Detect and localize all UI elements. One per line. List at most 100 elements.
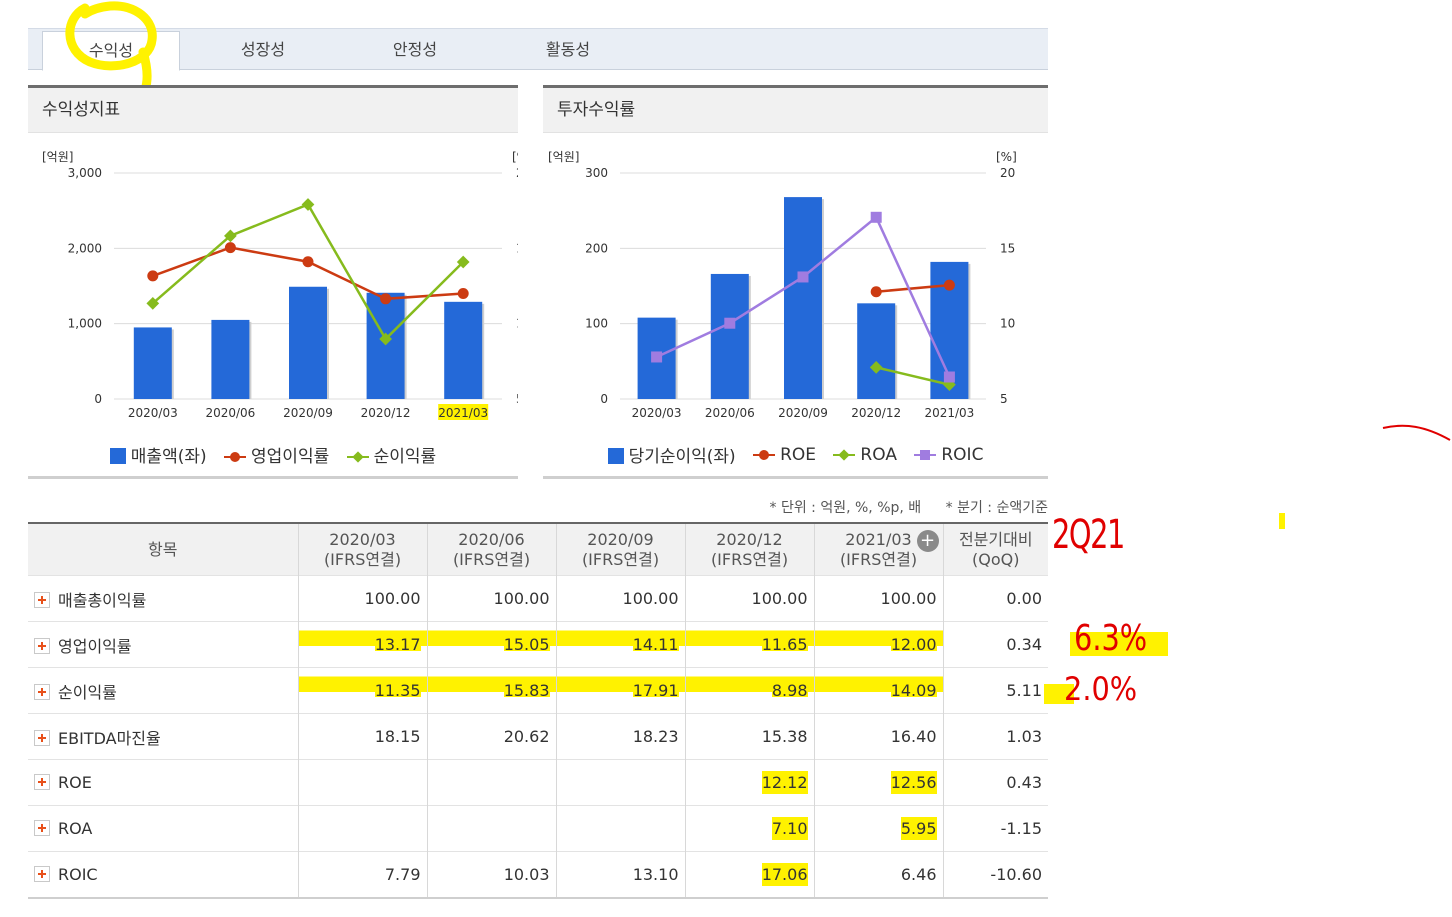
legend-item-op-margin[interactable]: 영업이익률: [224, 442, 329, 467]
axis-unit-right: [%]: [996, 150, 1017, 164]
row-label[interactable]: ROE: [28, 759, 298, 806]
data-point: [379, 332, 392, 346]
x-tick-label: 2020/09: [283, 406, 333, 420]
header-qoq: 전분기대비 (QoQ): [942, 523, 1048, 576]
highlight-mark: [1279, 513, 1285, 529]
bar: [784, 197, 822, 399]
data-point: [651, 351, 663, 363]
table-row: 매출총이익률 100.00 100.00 100.00 100.00 100.00 0.00: [28, 575, 1048, 622]
table-cell: 6.46: [813, 851, 943, 899]
y-tick-left: 1,000: [68, 317, 102, 331]
legend-item-roa[interactable]: ROA: [833, 445, 897, 465]
y-tick-left: 300: [585, 166, 608, 180]
add-circle-icon[interactable]: +: [916, 530, 939, 552]
bar: [289, 286, 327, 399]
highlight-mark: [438, 404, 489, 420]
table-cell: 10.03: [426, 851, 556, 899]
row-label[interactable]: 영업이익률: [28, 621, 298, 668]
qoq-cell: -1.15: [942, 805, 1048, 852]
tab-stability[interactable]: 안정성: [392, 40, 438, 59]
row-name: 매출총이익률: [58, 590, 147, 610]
table-cell: 14.11: [555, 621, 685, 668]
table-cell: 100.00: [813, 575, 943, 622]
legend-item-roic[interactable]: ROIC: [914, 445, 983, 465]
legend-item-net-income[interactable]: 당기순이익(좌): [607, 442, 736, 467]
table-row: EBITDA마진율 18.15 20.62 18.23 15.38 16.40 1.03: [28, 713, 1048, 760]
panel-title: 투자수익률: [543, 88, 1048, 133]
row-label[interactable]: ROIC: [28, 851, 298, 899]
table-cell: 100.00: [555, 575, 685, 622]
table-cell: 11.65: [684, 621, 814, 668]
y-tick-left: 0: [600, 392, 608, 406]
data-point: [870, 211, 882, 223]
row-label[interactable]: ROA: [28, 805, 298, 852]
chart-legend: 매출액(좌) 영업이익률 순이익률: [28, 442, 518, 467]
table-cell: 14.09: [813, 667, 943, 714]
table-cell: 7.79: [297, 851, 427, 899]
tab-activity[interactable]: 활동성: [545, 40, 591, 59]
row-label[interactable]: 순이익률: [28, 667, 298, 714]
x-tick-label: 2020/03: [128, 406, 178, 420]
tab-growth[interactable]: 성장성: [240, 40, 286, 59]
x-tick-label: 2021/03: [924, 406, 974, 420]
row-name: ROE: [58, 773, 92, 792]
plus-icon[interactable]: [34, 729, 50, 746]
y-tick-right: 20: [1000, 166, 1015, 180]
panel-title: 수익성지표: [28, 88, 518, 133]
plus-icon[interactable]: [34, 866, 50, 882]
legend-item-net-margin[interactable]: 순이익률: [346, 442, 436, 467]
y-tick-right: 10: [1000, 317, 1015, 331]
row-name: ROIC: [58, 865, 98, 884]
table-cell: [426, 805, 556, 852]
data-point: [146, 296, 160, 310]
plus-icon[interactable]: [34, 591, 50, 608]
plus-icon[interactable]: [34, 774, 50, 790]
y-tick-left: 200: [585, 241, 608, 255]
data-point: [380, 293, 392, 305]
basis-note: * 분기 : 순액기준: [945, 500, 1048, 516]
table-cell: [555, 805, 685, 852]
table-cell: [555, 759, 685, 806]
y-tick-right: 10: [516, 317, 518, 331]
plus-icon[interactable]: [34, 637, 50, 654]
data-point: [797, 271, 809, 283]
return-chart-panel: 투자수익률 [억원] [%] 0 5 100 10 200 15 300 20 2020/03 202…: [543, 85, 1048, 479]
data-point: [224, 229, 237, 243]
qoq-cell: 0.00: [942, 575, 1048, 622]
qoq-cell: 1.03: [942, 713, 1048, 760]
table-cell: 12.56: [813, 759, 943, 806]
header-item: 항목: [28, 523, 298, 576]
return-chart: [억원] [%] 0 5 100 10 200 15 300 20 2020/03 2020/06 20…: [548, 150, 1017, 420]
table-cell: 13.10: [555, 851, 685, 899]
header-period: 2020/09 (IFRS연결): [555, 523, 685, 576]
plus-icon[interactable]: [34, 820, 50, 836]
row-label[interactable]: 매출총이익률: [28, 575, 298, 622]
qoq-cell: 0.34: [942, 621, 1048, 668]
row-name: 영업이익률: [58, 636, 132, 656]
table-row: ROA 7.10 5.95 -1.15: [28, 805, 1048, 852]
table-cell: [426, 759, 556, 806]
legend-item-revenue[interactable]: 매출액(좌): [109, 442, 207, 467]
table-header-row: 항목 2020/03 (IFRS연결) 2020/06 (IFRS연결) 2020/…: [28, 523, 1048, 576]
legend-item-roe[interactable]: ROE: [753, 445, 816, 465]
plus-icon[interactable]: [34, 683, 50, 700]
table-cell: 18.15: [297, 713, 427, 760]
table-cell: 17.91: [555, 667, 685, 714]
table-row: 순이익률 11.35 15.83 17.91 8.98 14.09 5.11: [28, 667, 1048, 714]
bar: [710, 273, 749, 399]
profitability-table: 항목 2020/03 (IFRS연결) 2020/06 (IFRS연결) 2020/…: [28, 522, 1048, 899]
highlight-circle-annotation: [65, 1, 157, 95]
row-label[interactable]: EBITDA마진율: [28, 713, 298, 760]
series-line: [875, 366, 950, 386]
table-cell: 16.40: [813, 713, 943, 760]
axis-unit-left: [억원]: [42, 150, 73, 164]
y-tick-left: 100: [585, 317, 608, 331]
data-point: [870, 286, 882, 298]
table-cell: [297, 759, 427, 806]
tab-bar: 수익성 성장성 안정성 활동성: [28, 28, 1048, 71]
header-period: 2020/03 (IFRS연결): [297, 523, 427, 576]
table-cell: 20.62: [426, 713, 556, 760]
table-row: ROE 12.12 12.56 0.43: [28, 759, 1048, 806]
bar: [133, 327, 172, 399]
row-name: ROA: [58, 819, 93, 838]
